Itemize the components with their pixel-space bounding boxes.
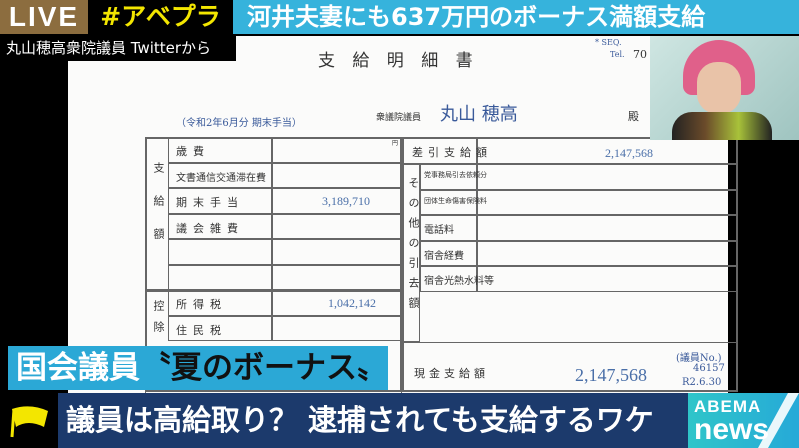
subtitle-part2: 〝夏のボーナス〟 <box>140 350 388 386</box>
other-row-label: 党事務局引去依頼分 <box>424 171 487 179</box>
logo-line1: ABEMA <box>694 397 762 416</box>
presenter-face <box>697 62 741 114</box>
payment-amount-cell <box>272 137 402 163</box>
other-amount-cell <box>477 266 738 292</box>
deduction-row-label: 住民税 <box>176 323 227 337</box>
payment-group-label: 支給額 <box>152 162 165 261</box>
payment-label-cell <box>168 213 272 239</box>
presenter-shirt <box>672 112 772 140</box>
issue-date: R2.6.30 <box>682 377 722 388</box>
cash-row <box>402 342 738 392</box>
other-amount-cell <box>477 215 738 241</box>
pay-statement-document: 支 給 明 細 書 * SEQ. Tel. 70 （令和2年6月分 期末手当） … <box>68 36 728 398</box>
deduction-group-label: 控除 <box>152 300 165 342</box>
yen-mark: 円 <box>392 140 399 147</box>
recipient-name: 丸山 穂高 <box>440 104 518 125</box>
subtitle-part1: 国会議員 <box>16 350 140 386</box>
cash-label: 現金支給額 <box>414 367 489 380</box>
payment-row-label: 期末手当 <box>176 196 244 209</box>
payment-label-cell <box>168 137 272 163</box>
payment-amount-cell <box>272 213 402 239</box>
payment-amount-cell <box>272 239 402 265</box>
payment-row-label: 議会雑費 <box>176 221 244 235</box>
period-label: （令和2年6月分 期末手当） <box>176 118 302 129</box>
payment-amount-cell <box>272 162 402 188</box>
net-label: 差引支給額 <box>412 146 492 159</box>
bottom-topic-bar: 議員は高給取り？ 逮捕されても支給するワケ <box>58 393 688 448</box>
deduction-amount-cell <box>272 290 402 316</box>
other-row-label: 宿舎経費 <box>424 250 464 262</box>
net-amount: 2,147,568 <box>605 146 653 160</box>
recipient-prefix: 衆議院議員 <box>376 113 422 123</box>
other-group-label: その他の引去額 <box>407 177 420 317</box>
other-row-label: 電話料 <box>424 225 454 236</box>
payment-amount-cell <box>272 188 402 214</box>
payment-label-cell <box>168 162 272 188</box>
deduction-label-cell <box>168 290 272 316</box>
abema-news-logo: ABEMA news <box>688 393 799 448</box>
other-row-label: 宿舎光熱水料等 <box>424 276 494 287</box>
hashtag-label: #アベプラ <box>88 0 233 34</box>
flag-icon <box>10 406 48 438</box>
deduction-label-cell <box>168 315 272 341</box>
document-title: 支 給 明 細 書 <box>318 51 479 71</box>
seq-label: * SEQ. <box>595 38 622 47</box>
headline-banner: 河井夫妻にも637万円のボーナス満額支給 <box>233 0 799 34</box>
live-badge: LIVE <box>0 0 88 34</box>
payment-row-label: 歳費 <box>176 145 210 158</box>
payment-label-cell <box>168 264 272 290</box>
payment-label-cell <box>168 239 272 265</box>
other-label-cell <box>420 240 477 266</box>
subtitle-caption: 国会議員〝夏のボーナス〟 <box>8 346 388 390</box>
member-no: 46157 <box>693 363 725 374</box>
payment-row-label: 文書通信交通滞在費 <box>176 172 266 184</box>
honorific: 殿 <box>628 110 639 123</box>
other-amount-cell <box>477 164 738 190</box>
deduction-row-amount: 1,042,142 <box>328 296 376 310</box>
other-label-cell <box>420 215 477 241</box>
payment-label-cell <box>168 188 272 214</box>
tel-value: 70 <box>633 48 647 61</box>
other-row-label: 団体生命傷害保険料 <box>424 196 487 205</box>
other-amount-cell <box>477 240 738 266</box>
payment-row-amount: 3,189,710 <box>322 194 370 208</box>
logo-line2: news <box>694 413 770 446</box>
member-no-label: (議員No.) <box>676 353 722 364</box>
other-label-cell <box>420 164 477 190</box>
payment-amount-cell <box>272 264 402 290</box>
logo-slash-icon <box>758 393 799 448</box>
tel-label: Tel. <box>610 50 625 59</box>
deduction-amount-cell <box>272 315 402 341</box>
other-group-cell <box>402 164 420 342</box>
net-amount-cell <box>477 137 738 164</box>
deduction-row-label: 所得税 <box>176 298 227 311</box>
other-label-cell <box>420 189 477 215</box>
cash-amount: 2,147,568 <box>575 365 647 385</box>
other-label-cell <box>420 266 477 292</box>
other-amount-cell <box>477 189 738 215</box>
net-label-cell <box>402 137 477 164</box>
source-caption: 丸山穂高衆院議員 Twitterから <box>0 36 236 61</box>
